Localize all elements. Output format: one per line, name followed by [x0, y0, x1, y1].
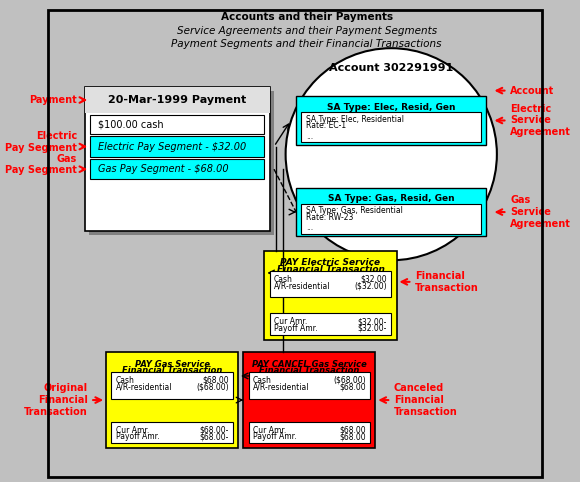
Text: Gas Pay Segment - $68.00: Gas Pay Segment - $68.00	[98, 164, 229, 174]
Text: Electric
Pay Segment: Electric Pay Segment	[5, 131, 77, 152]
Text: Payment: Payment	[29, 95, 77, 105]
FancyBboxPatch shape	[244, 352, 375, 448]
FancyBboxPatch shape	[90, 115, 264, 134]
Text: $68.00-: $68.00-	[199, 426, 229, 435]
Text: $68.00: $68.00	[339, 426, 366, 435]
Text: Gas
Service
Agreement: Gas Service Agreement	[510, 196, 571, 228]
Text: SA Type: Elec, Resid, Gen: SA Type: Elec, Resid, Gen	[327, 103, 455, 112]
Text: $32.00-: $32.00-	[358, 324, 387, 333]
FancyBboxPatch shape	[296, 188, 486, 236]
Text: Financial Transaction: Financial Transaction	[259, 366, 360, 375]
FancyBboxPatch shape	[270, 313, 392, 335]
Text: ($68.00): ($68.00)	[196, 383, 229, 392]
Text: Rate: RW-23: Rate: RW-23	[306, 213, 353, 222]
Text: Cur Amr.: Cur Amr.	[253, 426, 286, 435]
FancyBboxPatch shape	[302, 112, 481, 142]
Text: PAY CANCEL Gas Service: PAY CANCEL Gas Service	[252, 360, 367, 369]
Text: PAY Gas Service: PAY Gas Service	[135, 360, 209, 369]
FancyBboxPatch shape	[90, 159, 264, 179]
Text: Gas
Pay Segment: Gas Pay Segment	[5, 154, 77, 175]
Text: $100.00 cash: $100.00 cash	[98, 120, 164, 129]
FancyBboxPatch shape	[302, 204, 481, 234]
Text: Payoff Amr.: Payoff Amr.	[253, 432, 296, 442]
Text: ($32.00): ($32.00)	[354, 281, 387, 291]
Text: ...: ...	[306, 223, 313, 232]
FancyBboxPatch shape	[111, 422, 233, 443]
Text: $68.00: $68.00	[202, 376, 229, 385]
Text: Financial Transaction: Financial Transaction	[277, 265, 385, 274]
Text: $68.00: $68.00	[339, 432, 366, 442]
FancyBboxPatch shape	[85, 87, 270, 231]
FancyBboxPatch shape	[85, 87, 270, 113]
FancyBboxPatch shape	[249, 422, 370, 443]
Text: Service Agreements and their Payment Segments: Service Agreements and their Payment Seg…	[177, 26, 437, 36]
Text: Electric Pay Segment - $32.00: Electric Pay Segment - $32.00	[98, 142, 246, 151]
Text: SA Type: Gas, Residential: SA Type: Gas, Residential	[306, 206, 403, 215]
Text: $32.00: $32.00	[360, 275, 387, 284]
Text: Payoff Amr.: Payoff Amr.	[274, 324, 317, 333]
Text: Financial Transaction: Financial Transaction	[122, 366, 222, 375]
FancyBboxPatch shape	[264, 251, 397, 340]
FancyBboxPatch shape	[270, 271, 392, 297]
Text: SA Type: Gas, Resid, Gen: SA Type: Gas, Resid, Gen	[328, 194, 455, 203]
Text: Payment Segments and their Financial Transactions: Payment Segments and their Financial Tra…	[172, 39, 442, 49]
Text: Electric
Service
Agreement: Electric Service Agreement	[510, 104, 571, 137]
Text: Rate: EC-1: Rate: EC-1	[306, 121, 346, 130]
Text: Original
Financial
Transaction: Original Financial Transaction	[24, 384, 88, 416]
Text: Cash: Cash	[274, 275, 293, 284]
Text: A/R-residential: A/R-residential	[253, 383, 309, 392]
Text: Cur Amr.: Cur Amr.	[115, 426, 149, 435]
FancyBboxPatch shape	[90, 136, 264, 157]
Text: Account: Account	[510, 86, 554, 95]
FancyBboxPatch shape	[249, 372, 370, 399]
Text: PAY Electric Service: PAY Electric Service	[281, 258, 380, 268]
FancyBboxPatch shape	[106, 352, 238, 448]
Text: ...: ...	[306, 132, 313, 141]
Text: Financial
Transaction: Financial Transaction	[415, 271, 478, 293]
FancyBboxPatch shape	[111, 372, 233, 399]
Text: ($68.00): ($68.00)	[334, 376, 366, 385]
Text: A/R-residential: A/R-residential	[274, 281, 331, 291]
Text: $68.00: $68.00	[339, 383, 366, 392]
Text: 20-Mar-1999 Payment: 20-Mar-1999 Payment	[108, 95, 246, 105]
Text: Accounts and their Payments: Accounts and their Payments	[220, 12, 393, 22]
FancyBboxPatch shape	[89, 91, 274, 235]
Text: SA Type: Elec, Residential: SA Type: Elec, Residential	[306, 115, 404, 124]
Text: Payoff Amr.: Payoff Amr.	[115, 432, 159, 442]
Ellipse shape	[285, 48, 497, 260]
Text: Cur Amr.: Cur Amr.	[274, 317, 307, 326]
Text: $68.00-: $68.00-	[199, 432, 229, 442]
Text: Cash: Cash	[115, 376, 135, 385]
Text: Account 302291991: Account 302291991	[329, 63, 454, 73]
FancyBboxPatch shape	[296, 96, 486, 145]
Text: A/R-residential: A/R-residential	[115, 383, 172, 392]
Text: $32.00-: $32.00-	[358, 317, 387, 326]
Text: Cash: Cash	[253, 376, 272, 385]
Text: Canceled
Financial
Transaction: Canceled Financial Transaction	[394, 384, 458, 416]
